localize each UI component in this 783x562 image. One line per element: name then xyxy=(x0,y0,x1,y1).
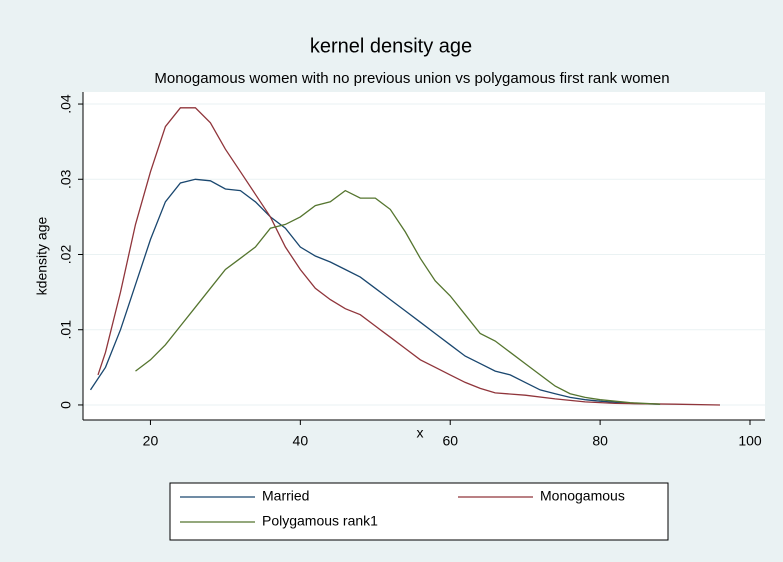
x-tick-label: 20 xyxy=(143,433,159,449)
y-tick-label: .04 xyxy=(58,94,74,114)
chart-subtitle: Monogamous women with no previous union … xyxy=(154,70,669,87)
legend xyxy=(169,482,669,541)
chart-title: kernel density age xyxy=(310,35,472,57)
y-tick-label: .02 xyxy=(58,245,74,265)
x-tick-label: 40 xyxy=(293,433,309,449)
x-tick-label: 100 xyxy=(738,433,762,449)
y-tick-label: 0 xyxy=(58,401,74,409)
y-axis-label: kdensity age xyxy=(34,216,50,295)
legend-label: Monogamous xyxy=(540,488,625,504)
y-tick-label: .03 xyxy=(58,169,74,189)
plot-area xyxy=(83,92,765,420)
line-series xyxy=(97,107,721,406)
x-tick-label: 60 xyxy=(442,433,458,449)
x-axis-label: x xyxy=(417,425,424,441)
x-tick-label: 80 xyxy=(592,433,608,449)
line-series xyxy=(135,189,661,405)
line-series xyxy=(89,178,661,405)
legend-label: Married xyxy=(262,488,309,504)
y-tick-label: .01 xyxy=(58,320,74,340)
legend-label: Polygamous rank1 xyxy=(262,513,378,529)
